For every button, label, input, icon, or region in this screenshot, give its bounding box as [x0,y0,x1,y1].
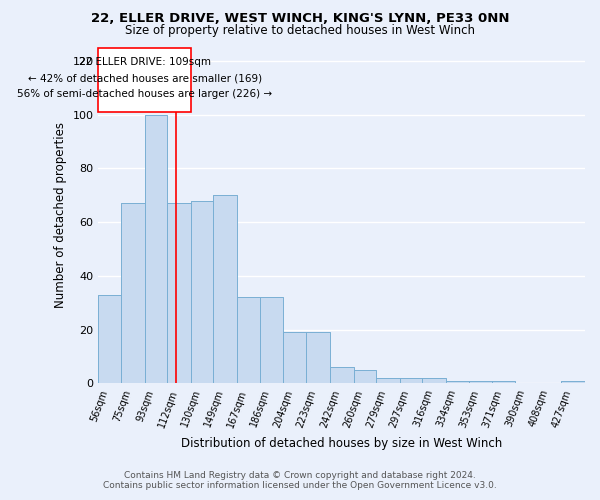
Bar [98,48,191,112]
X-axis label: Distribution of detached houses by size in West Winch: Distribution of detached houses by size … [181,437,502,450]
Text: 22, ELLER DRIVE, WEST WINCH, KING'S LYNN, PE33 0NN: 22, ELLER DRIVE, WEST WINCH, KING'S LYNN… [91,12,509,26]
Text: Size of property relative to detached houses in West Winch: Size of property relative to detached ho… [125,24,475,37]
Text: Contains HM Land Registry data © Crown copyright and database right 2024.
Contai: Contains HM Land Registry data © Crown c… [103,470,497,490]
Text: ← 42% of detached houses are smaller (169): ← 42% of detached houses are smaller (16… [28,73,262,83]
Y-axis label: Number of detached properties: Number of detached properties [54,122,67,308]
Text: 56% of semi-detached houses are larger (226) →: 56% of semi-detached houses are larger (… [17,89,272,99]
Text: 22 ELLER DRIVE: 109sqm: 22 ELLER DRIVE: 109sqm [79,57,211,67]
